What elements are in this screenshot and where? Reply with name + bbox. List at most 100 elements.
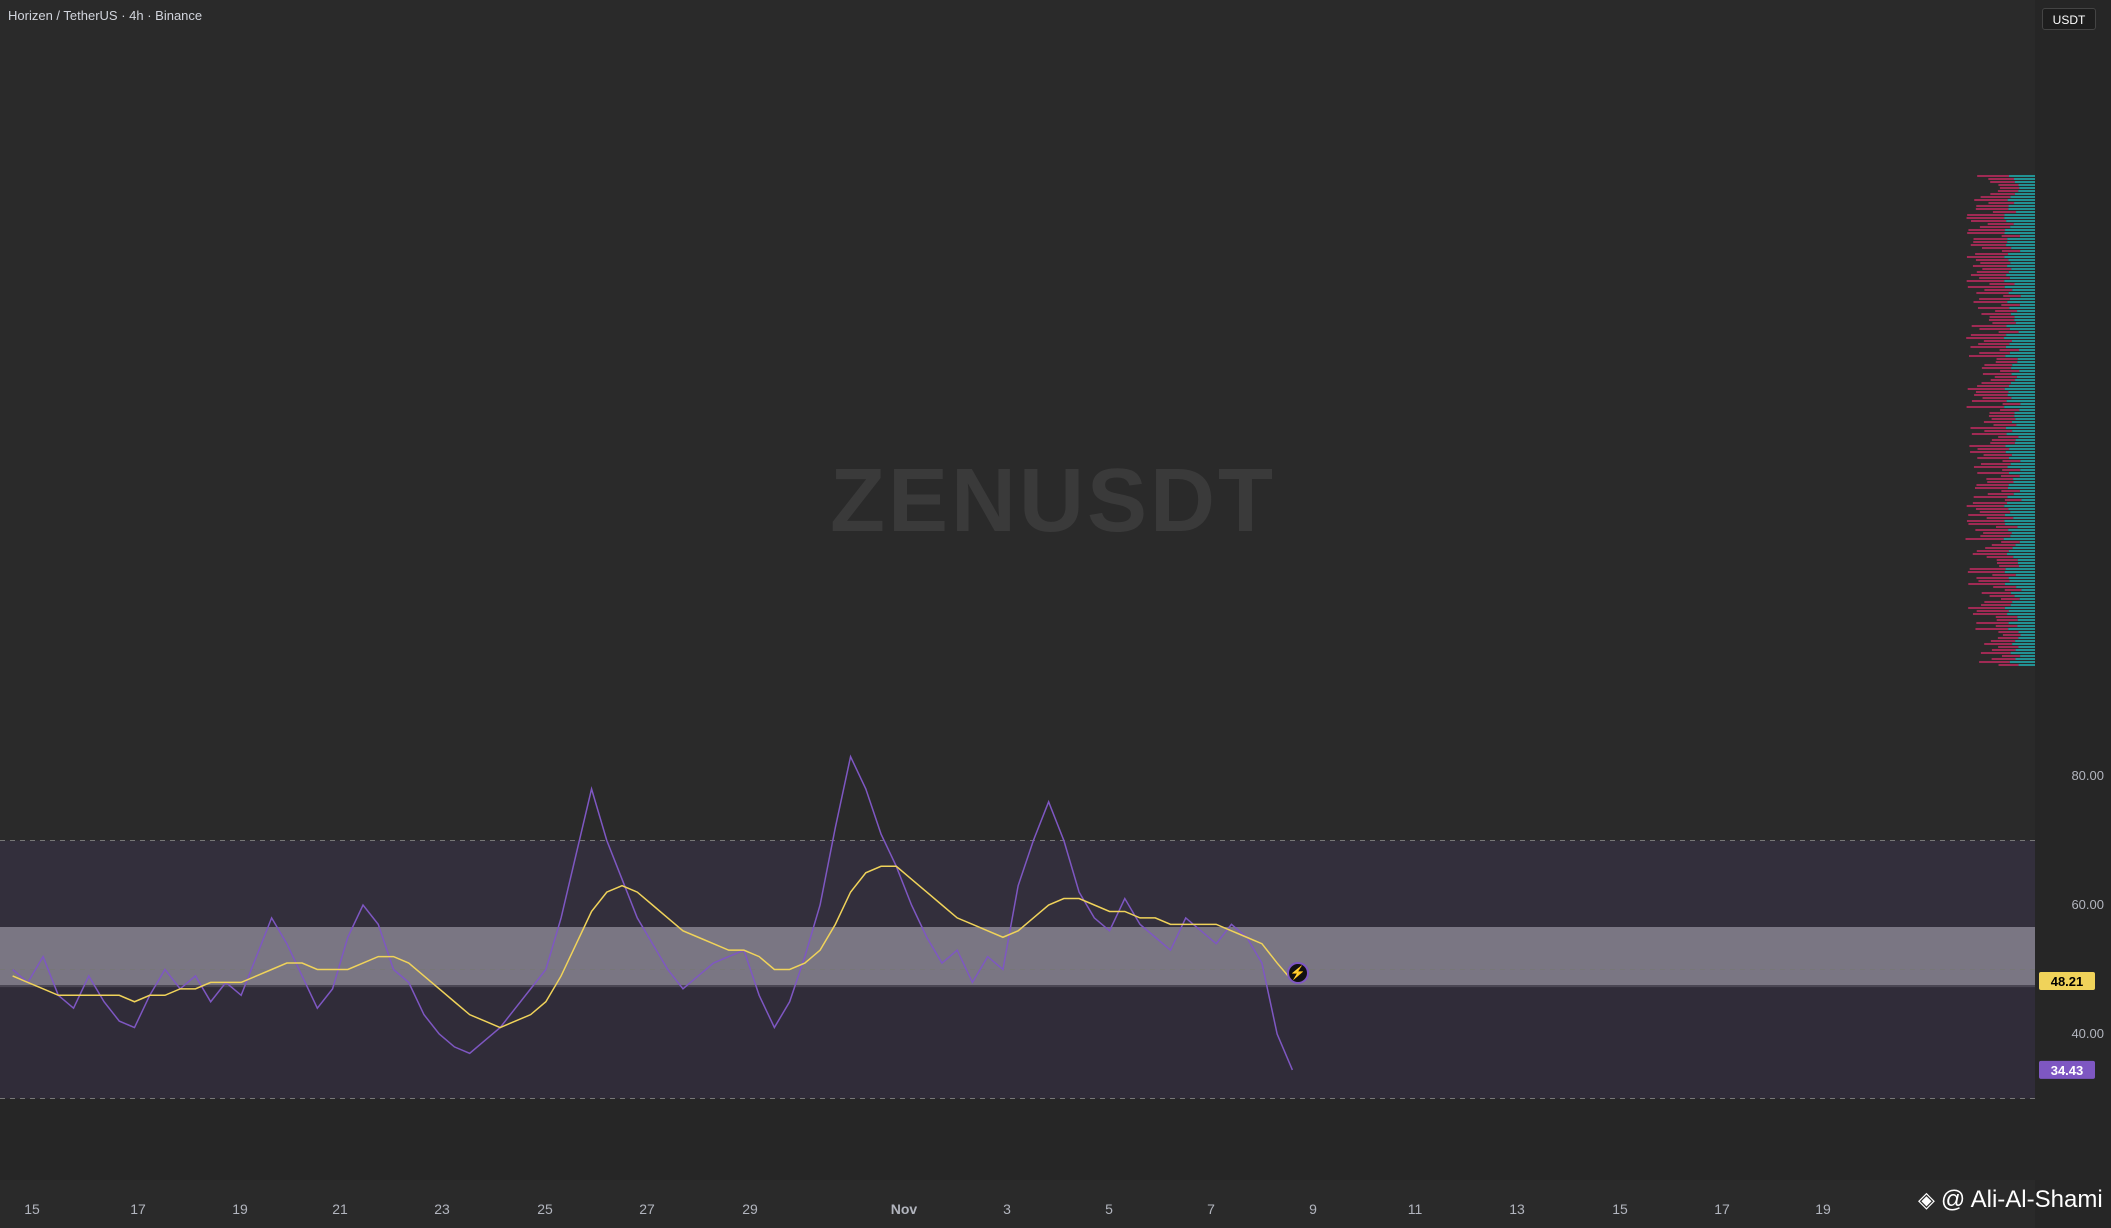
volume-profile-bar (2018, 559, 2035, 561)
volume-profile-bar (1980, 226, 2010, 228)
volume-profile-bar (1982, 367, 2011, 369)
volume-profile-bar (1977, 271, 2009, 273)
volume-profile-bar (1973, 613, 2007, 615)
volume-profile-bar (1981, 463, 2011, 465)
volume-profile-bar (2014, 319, 2035, 321)
volume-profile-bar (2010, 328, 2035, 330)
volume-profile-bar (1988, 202, 2014, 204)
volume-profile-bar (1998, 184, 2018, 186)
volume-profile-bar (1967, 217, 2005, 219)
volume-profile-bar (2016, 544, 2035, 546)
volume-profile-bar (2006, 244, 2035, 246)
volume-profile-bar (2007, 265, 2035, 267)
volume-profile-bar (2013, 478, 2035, 480)
volume-profile-bar (2011, 652, 2035, 654)
volume-profile-bar (1978, 580, 2009, 582)
volume-profile-bar (1966, 538, 2004, 540)
volume-profile-bar (2006, 451, 2035, 453)
currency-selector[interactable]: USDT (2042, 8, 2096, 30)
volume-profile-bar (2015, 181, 2035, 183)
volume-profile-bar (2007, 238, 2035, 240)
volume-profile-bar (1999, 565, 2019, 567)
volume-profile-bar (2011, 463, 2035, 465)
volume-profile-bar (2012, 340, 2035, 342)
volume-profile-bar (2007, 553, 2035, 555)
volume-profile-bar (1993, 211, 2016, 213)
volume-profile-bar (2020, 655, 2035, 657)
volume-profile-bar (1987, 481, 2013, 483)
volume-profile-bar (2018, 436, 2035, 438)
volume-profile-bar (1967, 520, 2004, 522)
volume-profile-bar (1974, 199, 2007, 201)
volume-profile-bar (1975, 487, 2008, 489)
volume-profile-bar (1984, 340, 2012, 342)
symbol-watermark: ZENUSDT (830, 450, 1276, 553)
volume-profile-bar (1973, 265, 2007, 267)
volume-profile-bar (1995, 376, 2017, 378)
volume-profile-bar (2018, 562, 2035, 564)
x-tick-label: 7 (1207, 1201, 1215, 1217)
volume-profile-bar (1984, 421, 2012, 423)
author-name: @ Ali-Al-Shami (1941, 1186, 2103, 1213)
event-marker-icon[interactable]: ⚡ (1287, 962, 1309, 984)
volume-profile-bar (1984, 601, 2012, 603)
volume-profile-bar (2009, 622, 2035, 624)
volume-profile-bar (2001, 598, 2020, 600)
volume-profile-bar (1976, 391, 2008, 393)
volume-profile-bar (1977, 610, 2009, 612)
volume-profile-bar (1996, 616, 2018, 618)
volume-profile-bar (2007, 325, 2035, 327)
volume-profile-bar (2009, 205, 2035, 207)
volume-profile-bar (2016, 439, 2035, 441)
volume-profile-bar (2004, 280, 2035, 282)
volume-profile-bar (2015, 658, 2035, 660)
volume-profile-bar (2010, 262, 2035, 264)
volume-profile-bar (2003, 634, 2021, 636)
volume-profile-bar (2012, 643, 2035, 645)
volume-profile-bar (1976, 577, 2008, 579)
volume-profile-bar (1978, 307, 2009, 309)
volume-profile-bar (2005, 589, 2022, 591)
volume-profile-bar (1970, 451, 2006, 453)
volume-profile-bar (1976, 292, 2008, 294)
volume-profile-bar (2007, 433, 2035, 435)
volume-profile-bar (1977, 457, 2009, 459)
volume-profile-bar (2021, 295, 2035, 297)
volume-profile-bar (1975, 529, 2008, 531)
volume-profile-bar (2015, 418, 2035, 420)
volume-profile-bar (2014, 283, 2035, 285)
volume-profile-bar (1994, 424, 2017, 426)
volume-profile-bar (2007, 613, 2035, 615)
x-tick-label: Nov (891, 1201, 918, 1217)
volume-profile-bar (2018, 358, 2035, 360)
x-tick-label: 15 (1612, 1201, 1628, 1217)
volume-profile-bar (2008, 529, 2035, 531)
volume-profile-bar (1992, 574, 2015, 576)
volume-profile-bar (2005, 499, 2022, 501)
volume-profile-bar (1975, 253, 2008, 255)
volume-profile-bar (1983, 397, 2012, 399)
x-tick-label: 21 (332, 1201, 348, 1217)
volume-profile-bar (2017, 310, 2035, 312)
volume-profile-bar (1983, 373, 2012, 375)
volume-profile-bar (1991, 379, 2015, 381)
volume-profile-bar (1974, 238, 2008, 240)
volume-profile-bar (1977, 385, 2009, 387)
volume-profile-bar (1992, 439, 2016, 441)
volume-profile-bar (1987, 556, 2014, 558)
volume-profile-bar (1982, 382, 2011, 384)
volume-profile-bar (1968, 388, 2005, 390)
volume-profile-bar (2003, 460, 2021, 462)
volume-profile-bar (1979, 661, 2010, 663)
volume-profile-bar (2019, 184, 2035, 186)
x-tick-label: 15 (24, 1201, 40, 1217)
volume-profile-bar (2006, 274, 2035, 276)
volume-profile-bar (1984, 364, 2012, 366)
volume-profile-bar (1991, 640, 2015, 642)
volume-profile-bar (2008, 466, 2035, 468)
volume-profile-bar (2009, 448, 2035, 450)
volume-profile-bar (1981, 196, 2011, 198)
volume-profile-bar (1976, 259, 2009, 261)
volume-profile-bar (2004, 337, 2035, 339)
